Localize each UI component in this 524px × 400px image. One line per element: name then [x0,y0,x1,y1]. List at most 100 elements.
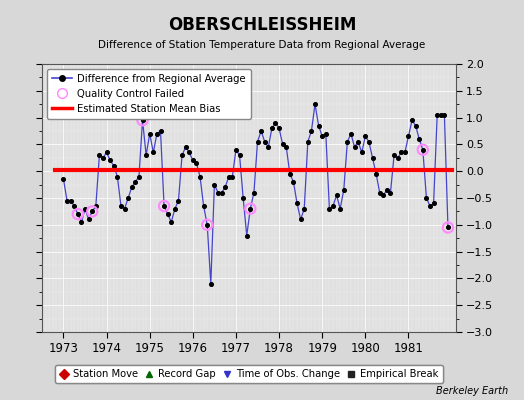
Point [372,171,380,177]
Point [303,138,312,145]
Point [152,130,161,137]
Point [307,128,315,134]
Point [149,149,158,156]
Point [74,211,82,217]
Point [401,149,409,156]
Point [142,152,150,158]
Point [110,163,118,169]
Point [257,128,265,134]
Point [239,195,247,201]
Point [70,203,79,209]
Point [181,144,190,150]
Point [206,280,215,287]
Point [376,190,384,196]
Point [113,173,122,180]
Point [329,203,337,209]
Point [121,206,129,212]
Point [282,144,290,150]
Point [354,138,362,145]
Point [117,203,125,209]
Point [415,136,423,142]
Point [63,198,71,204]
Point [59,176,68,182]
Point [77,219,85,225]
Point [221,184,230,190]
Point [250,190,258,196]
Point [84,216,93,223]
Point [379,192,387,198]
Point [167,219,176,225]
Point [246,206,255,212]
Point [436,112,445,118]
Point [404,133,412,140]
Point [88,208,96,214]
Point [408,117,416,124]
Point [131,179,139,185]
Point [171,206,179,212]
Point [235,152,244,158]
Point [322,130,330,137]
Point [232,146,240,153]
Point [200,203,208,209]
Point [289,179,298,185]
Point [185,149,193,156]
Point [271,120,280,126]
Point [361,133,369,140]
Text: OBERSCHLEISSHEIM: OBERSCHLEISSHEIM [168,16,356,34]
Point [210,181,219,188]
Point [253,138,261,145]
Point [124,195,133,201]
Point [81,206,89,212]
Point [297,216,305,223]
Point [160,203,168,209]
Point [318,133,326,140]
Point [138,117,147,124]
Point [264,144,272,150]
Point [95,152,104,158]
Point [386,190,395,196]
Point [146,130,154,137]
Point [426,203,434,209]
Point [217,190,226,196]
Point [135,173,143,180]
Point [102,149,111,156]
Point [332,192,341,198]
Point [397,149,406,156]
Point [275,125,283,132]
Point [189,157,197,164]
Point [286,171,294,177]
Point [203,222,211,228]
Point [411,122,420,129]
Point [433,112,441,118]
Point [394,154,402,161]
Point [203,222,211,228]
Point [225,173,233,180]
Point [106,157,114,164]
Point [368,154,377,161]
Point [260,138,269,145]
Point [228,173,236,180]
Point [268,125,276,132]
Legend: Station Move, Record Gap, Time of Obs. Change, Empirical Break: Station Move, Record Gap, Time of Obs. C… [55,365,443,383]
Point [174,198,183,204]
Point [336,206,344,212]
Point [138,117,147,124]
Point [92,203,100,209]
Point [278,141,287,148]
Point [429,200,438,206]
Point [444,224,452,231]
Point [300,206,309,212]
Point [440,112,449,118]
Point [214,190,222,196]
Point [347,130,355,137]
Point [88,208,96,214]
Point [293,200,301,206]
Point [192,160,201,166]
Point [74,211,82,217]
Point [314,122,323,129]
Text: Difference of Station Temperature Data from Regional Average: Difference of Station Temperature Data f… [99,40,425,50]
Point [163,211,172,217]
Point [343,138,352,145]
Point [383,187,391,193]
Point [160,203,168,209]
